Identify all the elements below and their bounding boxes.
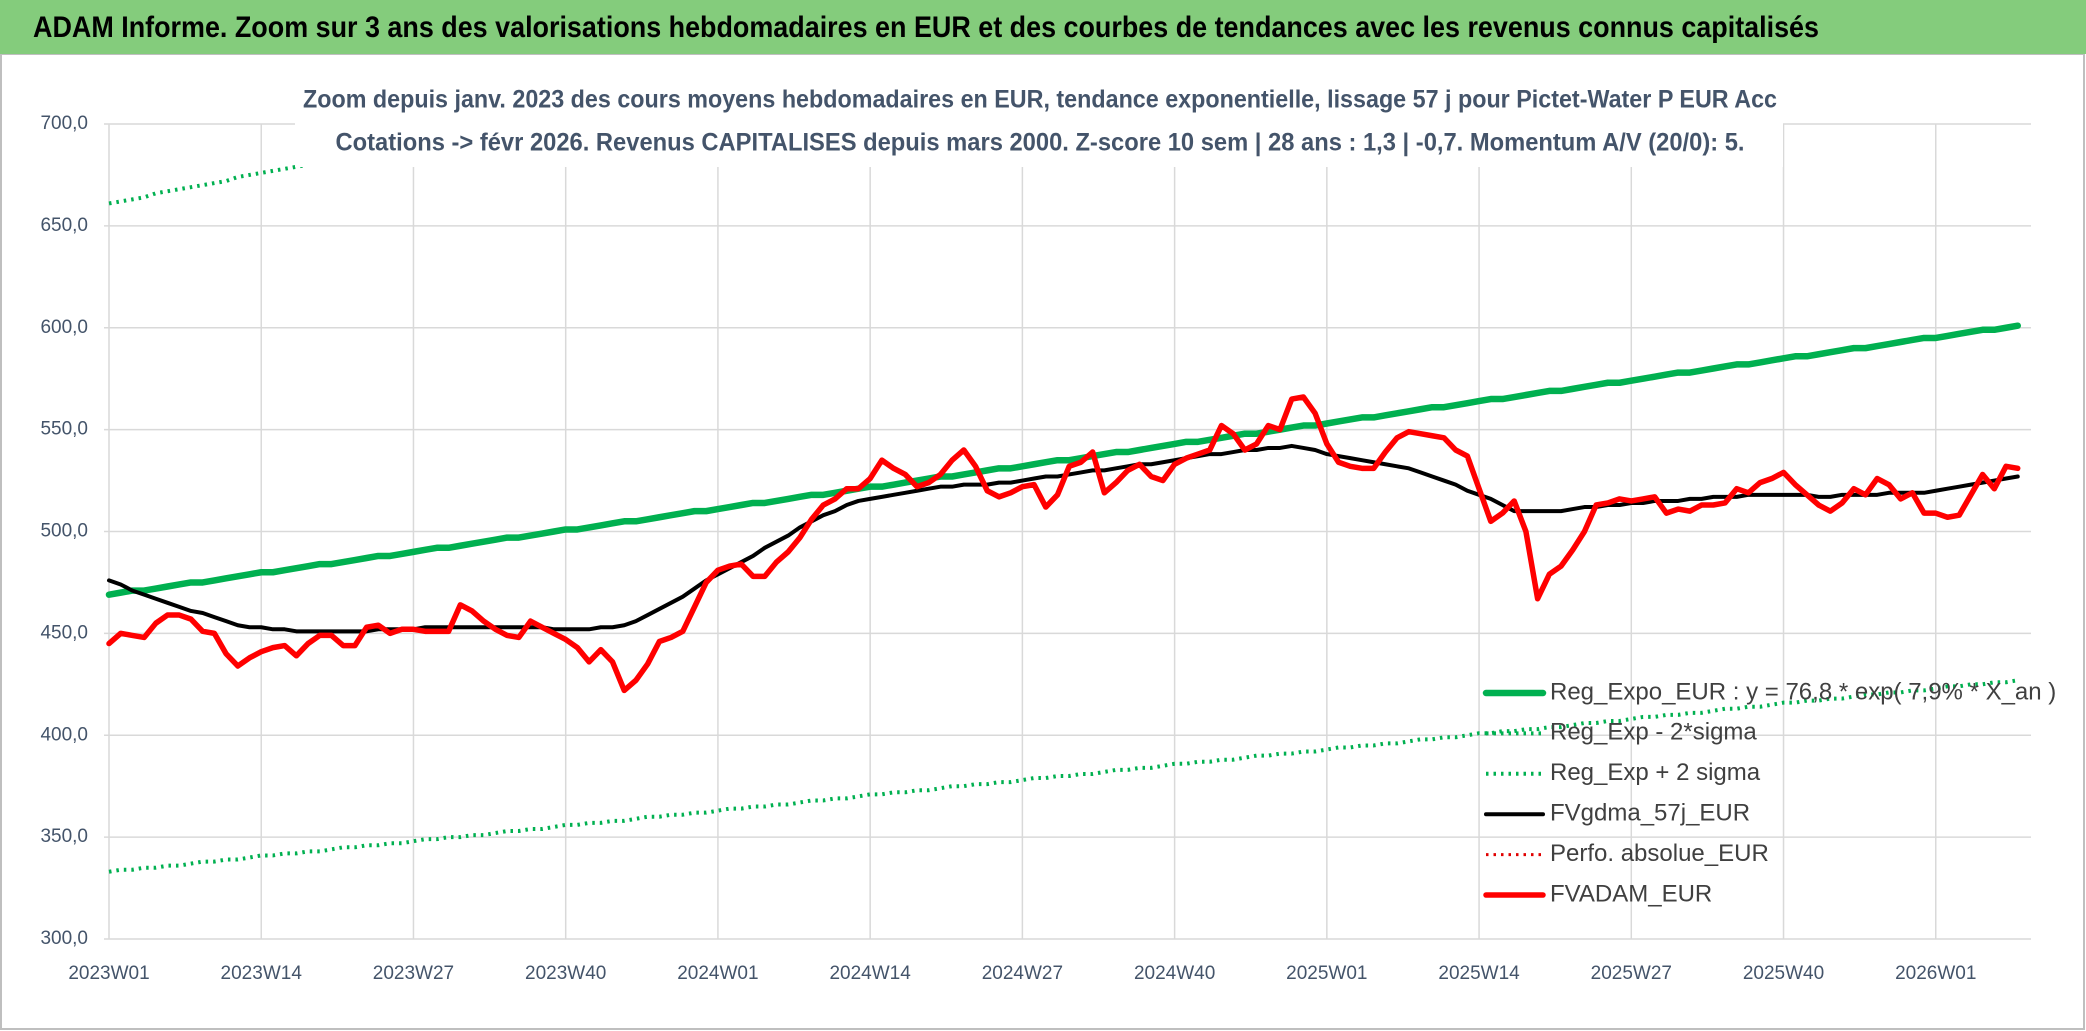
- series-line: [105, 322, 2021, 598]
- x-tick-label: 2025W14: [1438, 963, 1520, 984]
- x-tick-label: 2024W27: [982, 963, 1063, 984]
- subtitle-line: Zoom depuis janv. 2023 des cours moyens …: [303, 86, 1777, 114]
- legend-label: FVADAM_EUR: [1550, 880, 1712, 907]
- legend-label: Perfo. absolue_EUR: [1550, 840, 1769, 867]
- y-tick-label: 550,0: [40, 419, 88, 440]
- subtitle-line: Cotations -> févr 2026. Revenus CAPITALI…: [336, 129, 1745, 157]
- legend-label: FVgdma_57j_EUR: [1550, 800, 1750, 827]
- legend-label: Reg_Expo_EUR : y = 76,8 * exp( 7,9% * X_…: [1550, 678, 2056, 705]
- header-band: [0, 0, 2086, 54]
- y-tick-label: 650,0: [40, 215, 88, 236]
- series-line: [106, 394, 2021, 694]
- y-tick-label: 400,0: [40, 724, 88, 745]
- y-tick-label: 700,0: [40, 113, 88, 134]
- x-tick-label: 2023W40: [525, 963, 606, 984]
- legend-label: Reg_Exp - 2*sigma: [1550, 719, 1757, 746]
- x-tick-label: 2024W14: [829, 963, 911, 984]
- x-tick-label: 2025W01: [1286, 963, 1367, 984]
- subtitle-box: [295, 77, 1783, 167]
- x-tick-label: 2023W14: [221, 963, 303, 984]
- y-tick-label: 300,0: [40, 928, 88, 949]
- x-tick-label: 2024W01: [677, 963, 758, 984]
- y-tick-label: 350,0: [40, 826, 88, 847]
- x-tick-label: 2025W27: [1591, 963, 1672, 984]
- y-tick-label: 500,0: [40, 521, 88, 542]
- y-tick-label: 600,0: [40, 317, 88, 338]
- x-tick-label: 2024W40: [1134, 963, 1215, 984]
- x-tick-label: 2026W01: [1895, 963, 1976, 984]
- chart-title: ADAM Informe. Zoom sur 3 ans des valoris…: [33, 11, 1819, 44]
- y-tick-label: 450,0: [40, 622, 88, 643]
- legend: Reg_Expo_EUR : y = 76,8 * exp( 7,9% * X_…: [1482, 678, 2056, 907]
- x-tick-label: 2023W27: [373, 963, 454, 984]
- x-tick-label: 2023W01: [68, 963, 149, 984]
- x-tick-label: 2025W40: [1743, 963, 1824, 984]
- legend-label: Reg_Exp + 2 sigma: [1550, 759, 1761, 786]
